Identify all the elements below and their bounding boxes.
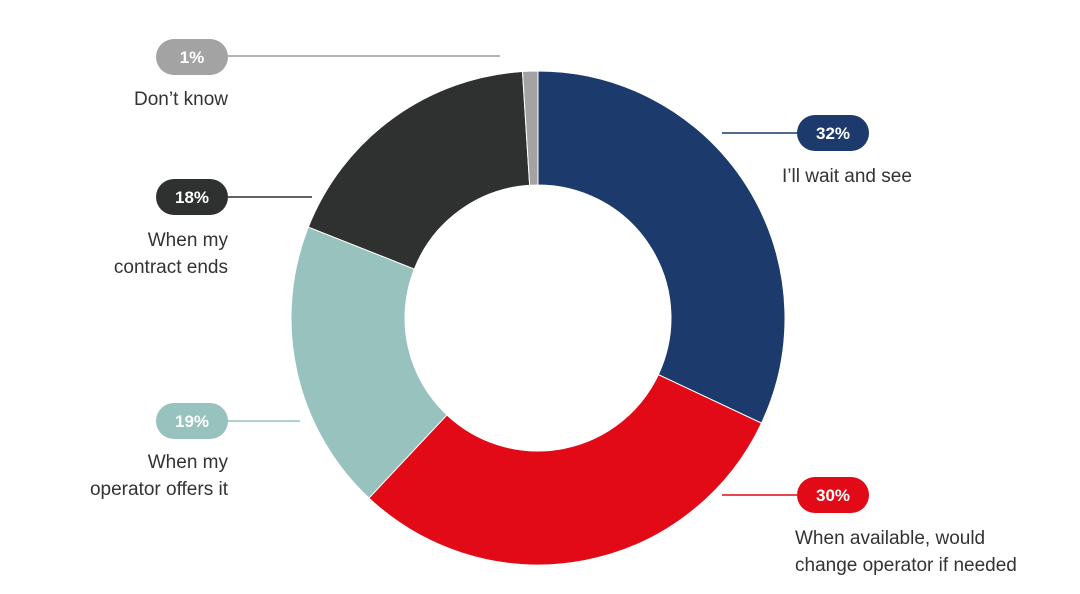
- data-label-i-ll-wait-and-see: 32%: [816, 124, 850, 143]
- chart-callouts: 32% I’ll wait and see 30% When available, w…: [90, 39, 1017, 576]
- slice-label-line: change operator if needed: [795, 555, 1017, 576]
- value-pill-when-my-operator-offers-it: [156, 403, 228, 439]
- data-label-when-my-contract-ends: 18%: [175, 188, 209, 207]
- value-pill-i-ll-wait-and-see: [797, 115, 869, 151]
- slice-label-line: contract ends: [114, 257, 228, 278]
- slice-when-my-operator-offers-it: [290, 226, 448, 499]
- slice-label-when-my-operator-offers-it: When my operator offers it: [90, 452, 229, 500]
- data-label-don-t-know: 1%: [180, 48, 205, 67]
- slice-label-line: When available, would: [795, 528, 985, 549]
- value-pill-when-available-would-change-operator-if-needed: [797, 477, 869, 513]
- slice-label-line: I’ll wait and see: [782, 166, 912, 187]
- chart-slices: [290, 70, 786, 566]
- slice-i-ll-wait-and-see: [537, 70, 786, 424]
- slice-when-available-would-change-operator-if-needed: [368, 373, 763, 566]
- value-pill-when-my-contract-ends: [156, 179, 228, 215]
- slice-label-when-my-contract-ends: When my contract ends: [114, 230, 229, 278]
- slice-label-i-ll-wait-and-see: I’ll wait and see: [782, 166, 912, 187]
- slice-when-my-contract-ends: [307, 70, 531, 270]
- data-label-when-my-operator-offers-it: 19%: [175, 412, 209, 431]
- value-pill-don-t-know: [156, 39, 228, 75]
- slice-label-line: When my: [148, 452, 229, 473]
- slice-label-line: Don’t know: [134, 89, 228, 110]
- slice-label-line: When my: [148, 230, 229, 251]
- slice-label-line: operator offers it: [90, 479, 229, 500]
- data-label-when-available-would-change-operator-if-needed: 30%: [816, 486, 850, 505]
- slice-label-don-t-know: Don’t know: [134, 89, 228, 110]
- slice-don-t-know: [521, 70, 539, 186]
- slice-label-when-available-would-change-operator-if-needed: When available, would change operator if …: [795, 528, 1017, 576]
